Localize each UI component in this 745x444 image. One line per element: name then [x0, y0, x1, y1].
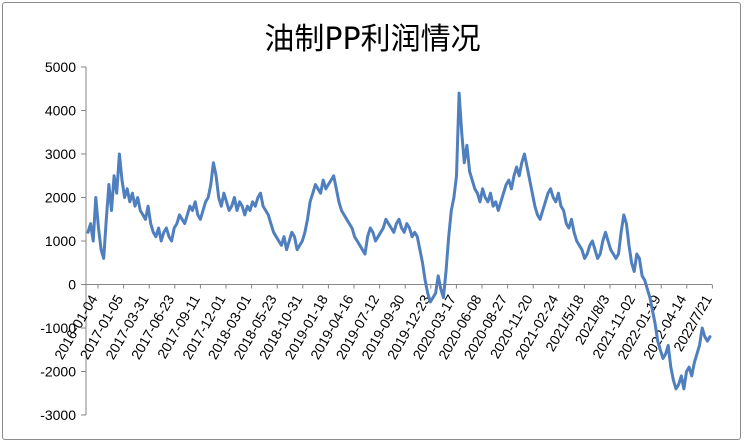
y-tick-label: 0 — [68, 277, 76, 293]
y-tick-label: 2000 — [45, 190, 76, 206]
y-tick-label: -3000 — [40, 407, 76, 423]
x-axis-tick-labels: 2016-01-042017-01-052017-03-312017-06-23… — [51, 292, 715, 362]
series-lines — [86, 91, 712, 391]
y-tick-label: 1000 — [45, 233, 76, 249]
y-tick-label: 3000 — [45, 146, 76, 162]
chart-frame — [2, 2, 741, 440]
y-tick-label: -1000 — [40, 320, 76, 336]
chart-title: 油制PP利润情况 — [264, 22, 481, 57]
y-axis-tick-labels: 5000 4000 3000 2000 1000 0 -1000 -2000 -3000 — [40, 59, 76, 423]
y-tick-label: 4000 — [45, 103, 76, 119]
series-line — [86, 91, 712, 391]
y-tick-label: -2000 — [40, 364, 76, 380]
axes — [81, 66, 713, 416]
y-tick-label: 5000 — [45, 59, 76, 75]
